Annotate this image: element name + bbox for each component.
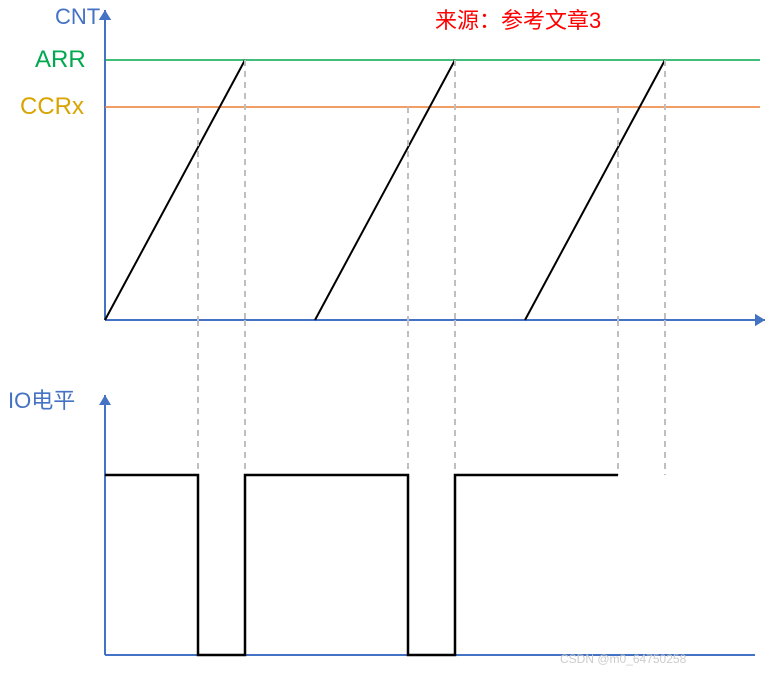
bottom-y-arrow bbox=[99, 395, 111, 405]
pwm-wave bbox=[105, 475, 618, 655]
watermark: CSDN @m0_64750258 bbox=[560, 652, 687, 666]
mid-vlines bbox=[198, 320, 665, 475]
sawtooth-ramp bbox=[315, 60, 455, 320]
top-chart: CNT ARR CCRx bbox=[20, 4, 765, 326]
top-y-arrow bbox=[99, 10, 112, 20]
bottom-chart: IO电平 bbox=[8, 388, 755, 655]
sawtooth-ramp bbox=[105, 60, 245, 320]
arr-label: ARR bbox=[35, 46, 86, 73]
top-x-arrow bbox=[755, 314, 765, 327]
io-label: IO电平 bbox=[8, 388, 75, 413]
sawtooth-group bbox=[105, 60, 665, 320]
sawtooth-ramp bbox=[525, 60, 665, 320]
source-label: 来源：参考文章3 bbox=[435, 8, 601, 33]
cnt-label: CNT bbox=[55, 4, 100, 29]
ccrx-label: CCRx bbox=[20, 93, 84, 120]
